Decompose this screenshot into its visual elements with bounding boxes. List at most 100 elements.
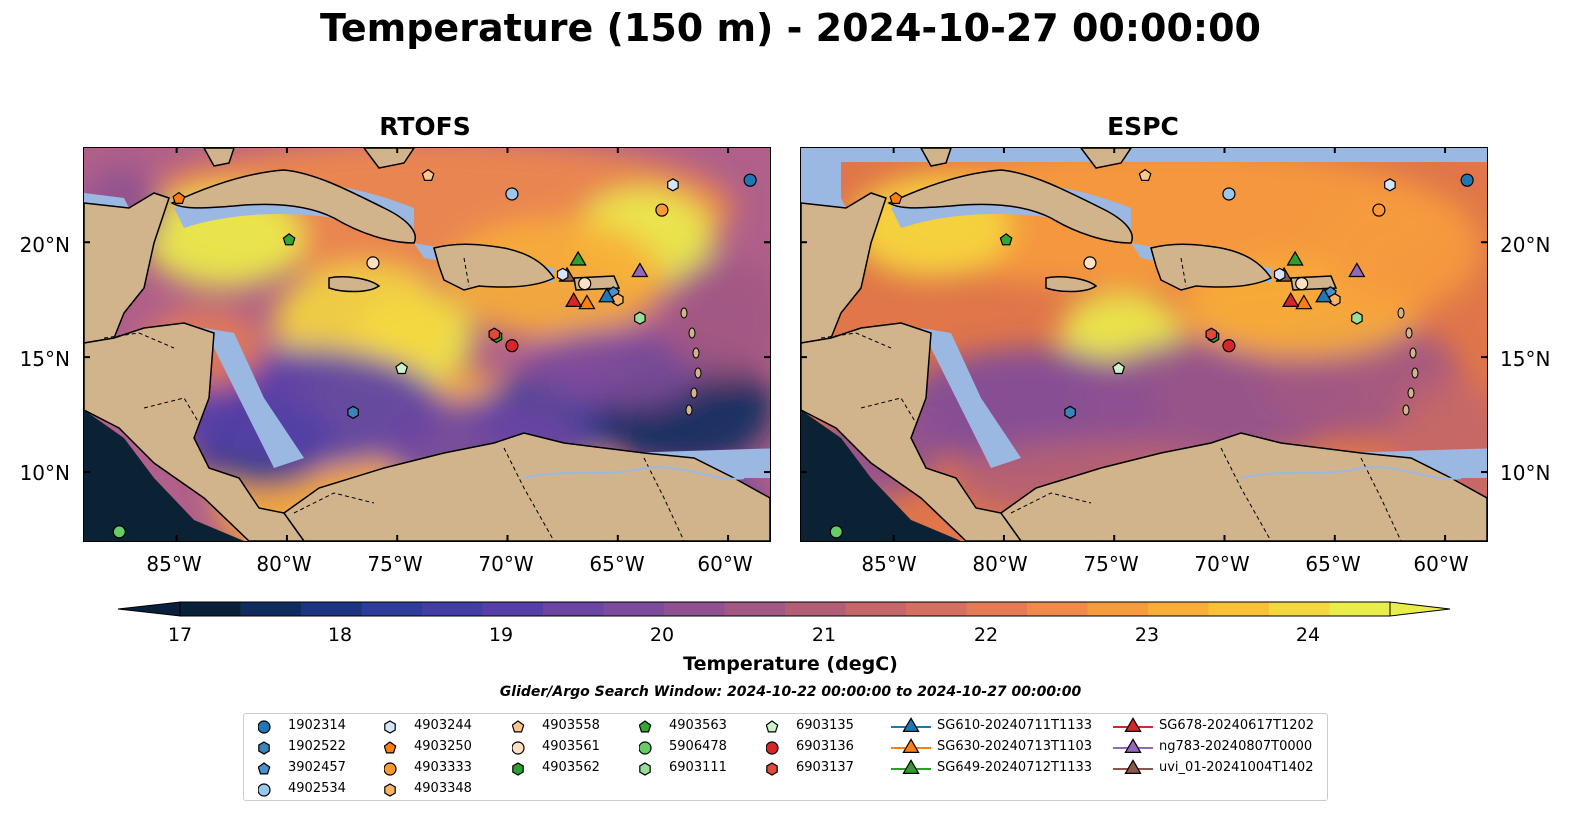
pentagon-marker-icon	[766, 720, 779, 733]
country-border	[1360, 457, 1402, 541]
lat-label-20n-left: 20°N	[19, 233, 70, 257]
marker-4902534	[1222, 187, 1236, 201]
colorbar-tick-24: 24	[1295, 624, 1321, 646]
marker-5906478	[112, 525, 126, 539]
legend-label: 5906478	[669, 739, 727, 754]
lat-label-15n-left: 15°N	[19, 347, 70, 371]
land-jamaica	[1045, 276, 1098, 293]
land-cuba	[170, 169, 416, 244]
lon-label-70w-right: 70°W	[1194, 552, 1250, 576]
land-lesser-antilles	[680, 307, 688, 319]
colorbar-segment	[301, 602, 362, 616]
marker-4903244	[1384, 178, 1396, 192]
marker-4903333	[1372, 203, 1386, 217]
lon-label-70w-left: 70°W	[478, 552, 534, 576]
legend-label: uvi_01-20241004T1402	[1159, 760, 1314, 775]
marker-4903333	[655, 203, 669, 217]
land-lesser-antilles	[690, 387, 698, 399]
legend-label: 6903135	[796, 718, 854, 733]
land-florida	[920, 148, 952, 167]
marker-4903563	[999, 233, 1013, 246]
lon-label-85w-left: 85°W	[146, 552, 202, 576]
country-border	[820, 332, 892, 349]
marker-4902534	[505, 187, 519, 201]
colorbar-segment	[1148, 602, 1209, 616]
hexagon-marker-icon	[258, 741, 270, 755]
lon-label-85w-right: 85°W	[861, 552, 917, 576]
marker-4903244	[556, 267, 569, 282]
lat-label-20n-right: 20°N	[1500, 233, 1551, 257]
colorbar-frame	[179, 601, 1391, 617]
colorbar-segment	[422, 602, 483, 616]
marker-4903561	[1083, 256, 1097, 270]
marker-5906478	[829, 525, 843, 539]
marker-4903558	[1138, 168, 1152, 182]
map-panel-rtofs[interactable]	[83, 147, 771, 542]
lon-label-75w-left: 75°W	[367, 552, 423, 576]
circle-marker-icon	[384, 762, 397, 776]
lat-label-10n-left: 10°N	[19, 461, 70, 485]
marker-4903561	[366, 256, 380, 270]
marker-6903135	[395, 361, 409, 375]
land-florida-east	[363, 148, 415, 169]
land-central-america	[84, 322, 305, 541]
map-panel-espc[interactable]	[800, 147, 1488, 542]
colorbar-segment	[180, 602, 241, 616]
river	[523, 466, 745, 480]
legend-marker	[512, 741, 525, 755]
colorbar-segment	[906, 602, 967, 616]
land-south-america	[282, 432, 770, 541]
pacific-ocean	[801, 410, 961, 541]
legend-marker	[1124, 738, 1142, 753]
country-border	[643, 457, 685, 541]
colorbar-tick-23: 23	[1134, 624, 1160, 646]
marker-4903348	[611, 293, 624, 307]
country-border	[1180, 257, 1187, 287]
colorbar-tick-20: 20	[649, 624, 675, 646]
triangle-marker-icon	[1113, 759, 1153, 774]
colorbar-tick-22: 22	[973, 624, 999, 646]
legend-label: 4903333	[414, 760, 472, 775]
hexagon-marker-icon	[766, 762, 778, 776]
legend-marker	[384, 741, 397, 754]
colorbar-segment	[724, 602, 786, 616]
lon-label-60w-right: 60°W	[1413, 552, 1469, 576]
no-data-band-left	[801, 148, 841, 198]
legend: 1902314 1902522 3902457 4902534 4903244 49032…	[243, 713, 1328, 801]
hexagon-marker-icon	[512, 762, 524, 776]
colorbar-segment	[543, 602, 604, 616]
marker-SG678-20240617T1202	[1282, 291, 1300, 307]
marker-1902522	[1064, 405, 1076, 419]
pentagon-marker-icon	[512, 720, 525, 733]
legend-marker	[902, 717, 920, 732]
marker-4903250	[172, 191, 186, 205]
circle-marker-icon	[258, 783, 271, 797]
marker-4903561	[1295, 276, 1309, 291]
hexagon-marker-icon	[384, 720, 396, 734]
colorbar-tick-19: 19	[488, 624, 514, 646]
lon-label-65w-left: 65°W	[589, 552, 645, 576]
lon-label-75w-right: 75°W	[1083, 552, 1139, 576]
colorbar-extend-low	[117, 601, 181, 617]
map-rtofs	[84, 148, 770, 541]
marker-1902314	[743, 173, 757, 187]
figure-title: Temperature (150 m) - 2024-10-27 00:00:0…	[319, 6, 1261, 50]
legend-marker	[384, 762, 397, 776]
land-lesser-antilles	[688, 327, 696, 339]
pacific-ocean	[84, 410, 244, 541]
marker-4903561	[578, 276, 592, 291]
legend-marker	[902, 759, 920, 774]
colorbar-segment	[1329, 602, 1391, 616]
river	[1240, 466, 1462, 480]
legend-marker	[766, 762, 778, 776]
marker-6903135	[1112, 361, 1126, 375]
land-cuba	[887, 169, 1133, 244]
marker-4903250	[889, 191, 903, 205]
marker-6903137	[1205, 327, 1218, 341]
legend-label: 4903561	[542, 739, 600, 754]
continental-shelf	[921, 328, 1021, 468]
lon-label-80w-right: 80°W	[972, 552, 1028, 576]
pentagon-marker-icon	[639, 720, 652, 733]
continental-shelf	[204, 328, 304, 468]
land-hispaniola	[1150, 243, 1273, 291]
